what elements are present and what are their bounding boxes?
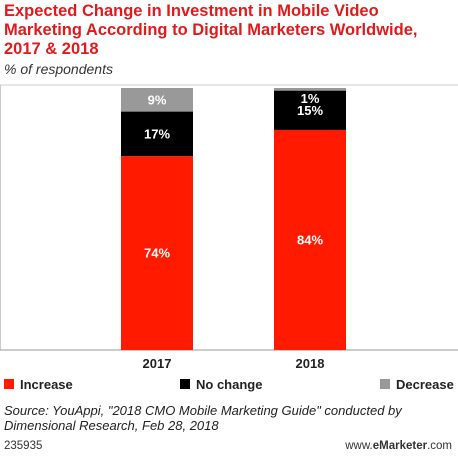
data-label-increase-2017: 74%: [144, 246, 170, 261]
chart-id: 235935: [4, 440, 43, 452]
data-label-no-change-2017: 17%: [144, 126, 170, 141]
x-tick-label-2017: 2017: [143, 356, 172, 371]
bar-decrease-2018: [274, 88, 346, 91]
bar-decrease-2017: [121, 88, 193, 112]
source-note: Source: YouAppi, "2018 CMO Mobile Market…: [4, 403, 402, 433]
legend-label-no-change: No change: [196, 377, 262, 392]
brand-link[interactable]: www.eMarketer.com: [345, 440, 452, 452]
brand-prefix: www.: [345, 440, 373, 452]
legend-label-increase: Increase: [20, 377, 73, 392]
bar-increase-2017: [121, 156, 193, 350]
chart-title: Expected Change in Investment in Mobile …: [4, 2, 418, 58]
bar-no-change-2017: [121, 111, 193, 157]
x-tick-label-2018: 2018: [296, 356, 325, 371]
bar-increase-2018: [274, 129, 346, 350]
brand-name: eMarketer: [372, 440, 428, 452]
brand-suffix: .com: [427, 440, 452, 452]
data-label-no-change-2018: 15%: [297, 103, 323, 118]
data-label-increase-2018: 84%: [297, 232, 323, 247]
bar-no-change-2018: [274, 90, 346, 130]
data-label-decrease-2017: 9%: [148, 92, 167, 107]
legend-label-decrease: Decrease: [396, 377, 454, 392]
chart-subtitle: % of respondents: [4, 61, 113, 77]
data-label-decrease-2018: 1%: [301, 91, 320, 106]
legend-swatch-increase: [4, 379, 14, 389]
stacked-bar-chart: 74% 17% 9% 84% 15%1% 2017 2018 Increase No cha…: [0, 84, 458, 392]
legend-swatch-no-change: [180, 379, 190, 389]
legend-swatch-decrease: [380, 379, 390, 389]
